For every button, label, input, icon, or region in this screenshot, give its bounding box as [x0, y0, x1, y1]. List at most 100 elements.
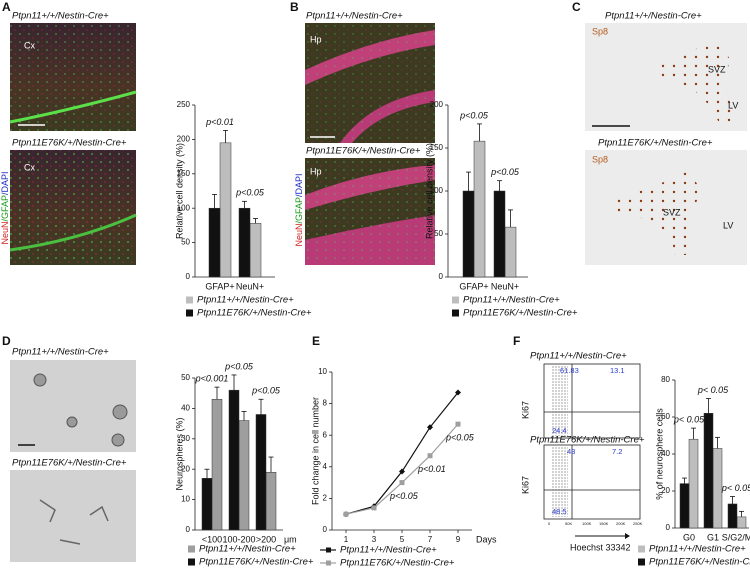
bar — [255, 414, 267, 531]
x-tick-label: G0 — [683, 532, 695, 542]
flow-tick-label: 200K — [616, 521, 626, 526]
legend-label: Ptpn11+/+/Nestin-Cre+ — [463, 295, 560, 306]
y-tick-label: 4 — [323, 462, 328, 471]
bar — [249, 223, 262, 278]
p-value: p<0.05 — [445, 433, 475, 443]
legend-label: Ptpn11E76K/+/Nestin-Cre+ — [340, 558, 455, 569]
x-tick-label: G1 — [707, 532, 719, 542]
bar — [228, 389, 240, 531]
genotype-label: Ptpn11+/+/Nestin-Cre+ — [605, 11, 702, 22]
panel-letter: B — [290, 0, 299, 14]
neurosphere — [33, 373, 47, 387]
marker — [427, 424, 433, 431]
legend-swatch — [452, 309, 459, 317]
flow-events — [552, 366, 568, 436]
y-tick-label: 50 — [181, 373, 190, 382]
panel-letter: C — [572, 0, 581, 14]
neurosphere — [112, 404, 128, 420]
y-axis-label: Relative cell density (%) — [174, 143, 184, 239]
flow-tick-label: 50K — [565, 521, 572, 526]
x-tick-label: 9 — [456, 535, 461, 544]
genotype-label: Ptpn11+/+/Nestin-Cre+ — [12, 347, 109, 358]
y-tick-label: 0 — [439, 272, 444, 281]
bar — [688, 438, 699, 529]
panel-letter: E — [312, 334, 320, 348]
bar — [493, 190, 506, 278]
marker — [343, 511, 349, 517]
y-tick-label: 100 — [177, 203, 191, 212]
y-tick-label: 50 — [434, 229, 443, 238]
cell-processes — [39, 499, 109, 545]
legend-label: Ptpn11E76K/+/Nestin-Cre+ — [649, 557, 750, 568]
x-tick-label: NeuN+ — [491, 281, 519, 291]
axis-label: Ki67 — [520, 476, 530, 494]
bar — [712, 448, 723, 529]
y-tick-label: 2 — [323, 494, 328, 503]
x-tick-label: 7 — [428, 535, 433, 544]
marker — [427, 453, 433, 459]
bar — [208, 207, 221, 278]
panel-letter: F — [513, 334, 520, 348]
genotype-label: Ptpn11+/+/Nestin-Cre+ — [530, 351, 627, 362]
genotype-label: Ptpn11E76K/+/Nestin-Cre+ — [12, 138, 127, 149]
stained-region — [650, 40, 740, 125]
micrograph-texture — [305, 158, 435, 265]
p-value: p<0.001 — [195, 373, 229, 383]
y-tick-label: 80 — [661, 375, 670, 384]
p-value: p<0.01 — [417, 464, 446, 474]
legend-swatch — [638, 558, 645, 566]
neurosphere — [111, 433, 125, 447]
axis-label: Hoechst 33342 — [570, 542, 631, 552]
legend-marker — [326, 547, 331, 553]
y-tick-label: 100 — [430, 186, 444, 195]
p-value: p< 0.05 — [721, 483, 750, 493]
p-value: p< 0.05 — [697, 385, 729, 395]
p-value: p<0.05 — [224, 361, 254, 371]
y-tick-label: 200 — [430, 100, 444, 109]
region-label: Hp — [310, 166, 322, 176]
bar — [473, 140, 486, 278]
legend-label: Ptpn11+/+/Nestin-Cre+ — [199, 544, 296, 555]
legend-label: Ptpn11E76K/+/Nestin-Cre+ — [199, 557, 314, 568]
p-value: p<0.05 — [490, 167, 520, 177]
y-tick-label: 50 — [181, 238, 190, 247]
bar — [238, 420, 250, 531]
micrograph-texture — [305, 23, 435, 143]
x-tick-label: GFAP+ — [205, 281, 234, 291]
y-tick-label: 6 — [323, 430, 328, 439]
flow-tick-label: 0 — [548, 521, 551, 526]
y-tick-label: 40 — [181, 404, 190, 413]
x-tick-label: 3 — [372, 535, 377, 544]
bar — [211, 399, 223, 531]
neurosphere — [66, 416, 78, 428]
quadrant-value: 24.4 — [552, 426, 567, 435]
micrograph — [10, 470, 136, 562]
legend-swatch — [188, 545, 195, 553]
y-tick-label: 200 — [177, 135, 191, 144]
bar — [201, 478, 213, 531]
genotype-label: Ptpn11E76K/+/Nestin-Cre+ — [598, 138, 713, 149]
x-axis-label: Days — [476, 534, 497, 544]
micrograph-texture — [10, 23, 136, 131]
bar — [265, 471, 277, 531]
quadrant-value: 13.1 — [610, 366, 625, 375]
flow-tick-label: 150K — [599, 521, 609, 526]
labels: A B C D E F Ptpn11+/+/Nestin-Cre+ Cx Ptp… — [0, 0, 738, 552]
quadrant-value: 48.5 — [552, 507, 567, 516]
genotype-label: Ptpn11+/+/Nestin-Cre+ — [12, 11, 109, 22]
p-value: p<0.05 — [389, 491, 419, 501]
y-tick-label: 10 — [181, 495, 190, 504]
y-tick-label: 10 — [318, 367, 327, 376]
legend-marker — [326, 560, 331, 566]
marker — [399, 468, 405, 475]
y-tick-label: 8 — [323, 399, 328, 408]
quadrant-value: 7.2 — [612, 447, 622, 456]
legend-label: Ptpn11E76K/+/Nestin-Cre+ — [463, 308, 578, 319]
p-value: p<0.05 — [235, 188, 265, 198]
region-label: Hp — [310, 34, 322, 44]
x-tick-label: 1 — [344, 535, 349, 544]
tissue-edge — [9, 213, 137, 252]
stain-label: NeuN/GFAP/DAPI — [0, 171, 10, 244]
legend-label: Ptpn11+/+/Nestin-Cre+ — [197, 295, 294, 306]
flow-tick-label: 250K — [633, 521, 643, 526]
